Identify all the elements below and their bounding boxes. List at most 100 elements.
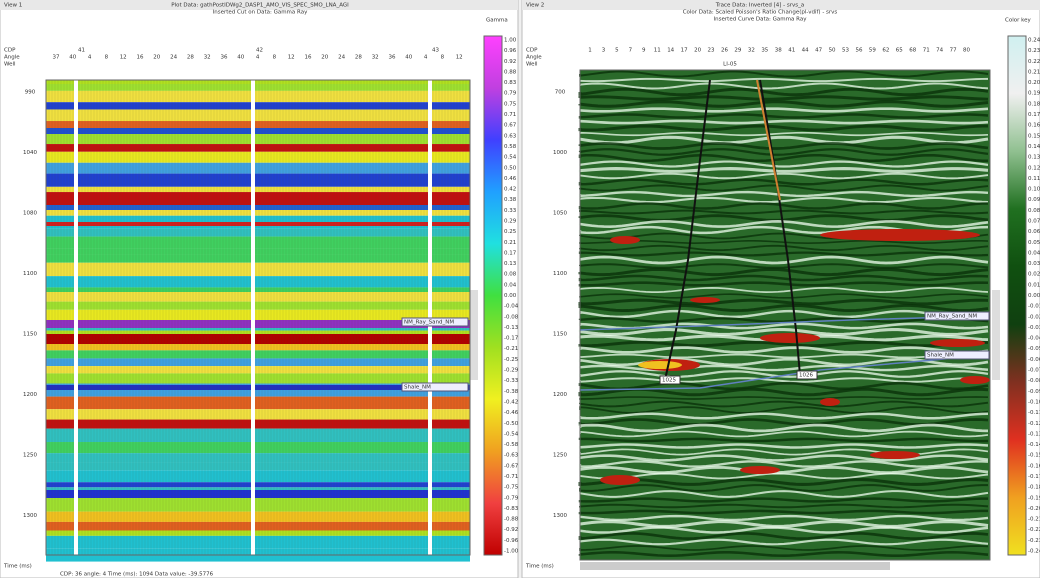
axis-row-label: Well <box>526 62 538 68</box>
seismic-band <box>46 373 470 383</box>
angle-label: 24 <box>338 55 345 61</box>
colorbar-label: 0.13 <box>504 261 517 267</box>
seismic-band <box>46 522 470 531</box>
cdp-label: 32 <box>748 48 755 54</box>
colorbar-title: Gamma <box>486 18 508 24</box>
cdp-label: 42 <box>256 48 263 54</box>
colorbar-label: 0.18 <box>1028 101 1040 107</box>
colorbar-label: -0.42 <box>504 399 518 405</box>
colorbar-label: 1.00 <box>504 38 517 44</box>
colorbar-label: 0.03 <box>1028 261 1040 267</box>
cdp-label: 41 <box>788 48 795 54</box>
colorbar-label: -0.21 <box>1028 517 1040 523</box>
colorbar-label: -0.50 <box>504 421 519 427</box>
scrollbar[interactable] <box>580 562 890 570</box>
angle-label: 4 <box>88 55 92 61</box>
angle-label: 36 <box>389 55 396 61</box>
colorbar-label: -0.63 <box>504 453 519 459</box>
scrollbar[interactable] <box>992 290 1000 380</box>
seismic-band <box>46 109 470 121</box>
seismic-band <box>46 84 470 91</box>
angle-label: 37 <box>53 55 60 61</box>
colorbar-label: 0.22 <box>1028 59 1040 65</box>
colorbar-label: 0.92 <box>504 59 516 65</box>
colorbar-label: 0.13 <box>1028 155 1040 161</box>
angle-label: 40 <box>405 55 412 61</box>
angle-label: 8 <box>105 55 109 61</box>
seismic-band <box>46 334 470 344</box>
angle-label: 20 <box>153 55 160 61</box>
colorbar-label: -0.88 <box>504 517 519 523</box>
colorbar-label: -0.15 <box>1028 453 1040 459</box>
cdp-label: 29 <box>734 48 741 54</box>
anomaly <box>740 466 780 474</box>
seismic-band <box>46 429 470 442</box>
cdp-label: 62 <box>882 48 889 54</box>
angle-label: 16 <box>305 55 312 61</box>
cdp-label: 47 <box>815 48 822 54</box>
cdp-label: 43 <box>432 48 439 54</box>
colorbar-label: 0.17 <box>504 250 517 256</box>
seismic-band <box>46 128 470 134</box>
axis-row-label: CDP <box>4 48 16 54</box>
gather-separator <box>251 80 255 555</box>
colorbar-label: 0.16 <box>1028 123 1040 129</box>
angle-label: 32 <box>372 55 379 61</box>
cdp-label: 20 <box>694 48 701 54</box>
depth-label: 1040 <box>23 150 37 156</box>
seismic-band <box>46 482 470 487</box>
angle-label: 28 <box>355 55 362 61</box>
colorbar-label: -0.02 <box>1028 314 1040 320</box>
seismic-band <box>46 453 470 463</box>
colorbar-label: -0.17 <box>504 336 519 342</box>
cdp-label: 35 <box>761 48 768 54</box>
seismic-band <box>46 276 470 287</box>
cdp-label: 41 <box>78 48 85 54</box>
seismic-band <box>46 222 470 226</box>
app-window: View 1 View 2 Gamma Color key Time (ms) … <box>0 0 1040 578</box>
cdp-label: 38 <box>775 48 782 54</box>
angle-label: 16 <box>137 55 144 61</box>
colorbar-label: 0.11 <box>1028 176 1040 182</box>
colorbar-label: -0.58 <box>504 442 519 448</box>
colorbar-label: 0.58 <box>504 144 517 150</box>
view-title: Color Data: Scaled Poisson's Ratio Chang… <box>683 10 838 16</box>
colorbar-label: 0.02 <box>1028 272 1040 278</box>
seismic-band <box>46 263 470 276</box>
cdp-label: 3 <box>602 48 606 54</box>
colorbar-label: 0.07 <box>1028 218 1040 224</box>
depth-label: 1100 <box>23 271 37 277</box>
angle-label: 20 <box>321 55 328 61</box>
angle-label: 40 <box>69 55 76 61</box>
colorbar-label: 0.14 <box>1028 144 1040 150</box>
colorbar-title: Color key <box>1005 18 1031 24</box>
angle-label: 8 <box>441 55 445 61</box>
colorbar-label: 0.20 <box>1028 80 1040 86</box>
colorbar-label: -0.01 <box>1028 304 1040 310</box>
angle-label: 36 <box>221 55 228 61</box>
depth-label: 1050 <box>553 211 567 217</box>
view-label: View 2 <box>526 3 544 9</box>
angle-label: 32 <box>204 55 211 61</box>
anomaly <box>638 361 682 369</box>
view-title: Plot Data: gathPostIDWg2_DASP1_AMO_VIS_S… <box>171 3 349 9</box>
scrollbar[interactable] <box>470 290 478 380</box>
depth-label: 1150 <box>553 332 567 338</box>
colorbar-label: 0.29 <box>504 218 517 224</box>
cdp-label: 44 <box>802 48 809 54</box>
seismic-band <box>46 470 470 482</box>
cdp-label: 77 <box>950 48 957 54</box>
marker-label: 1026 <box>799 373 813 379</box>
colorbar-label: -0.96 <box>504 538 519 544</box>
cdp-label: 14 <box>667 48 674 54</box>
cdp-label: 9 <box>642 48 646 54</box>
colorbar-label: -0.25 <box>504 357 519 363</box>
colorbar-label: 0.17 <box>1028 112 1040 118</box>
view-title: Inserted Curve Data: Gamma Ray <box>714 17 808 23</box>
horizon-label: NM_Ray_Sand_NM <box>404 320 454 326</box>
seismic-band <box>46 102 470 109</box>
cdp-label: 56 <box>855 48 862 54</box>
colorbar-label: -0.04 <box>1028 336 1040 342</box>
cdp-label: 71 <box>923 48 930 54</box>
depth-label: 1000 <box>553 150 567 156</box>
